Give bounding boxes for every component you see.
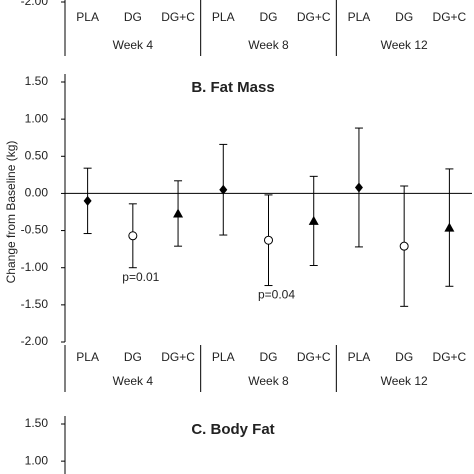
marker: [308, 215, 319, 225]
group-label: Week 8: [248, 374, 289, 388]
marker: [83, 195, 92, 206]
group-label: Week 8: [248, 38, 289, 52]
x-tick-label: DG+C: [161, 350, 195, 364]
x-tick-label: DG: [260, 350, 278, 364]
x-tick-label: PLA: [76, 350, 99, 364]
y-tick-label: 0.50: [25, 148, 49, 162]
x-tick-label: PLA: [76, 10, 99, 24]
x-tick-label: DG+C: [297, 10, 331, 24]
y-tick-label: 1.50: [25, 416, 49, 430]
annotation: p=0.01: [122, 270, 159, 284]
group-label: Week 4: [113, 374, 154, 388]
y-tick-label: -0.50: [21, 223, 49, 237]
y-tick-label: -1.50: [21, 297, 49, 311]
marker: [399, 241, 409, 251]
group-label: Week 12: [381, 38, 428, 52]
marker: [128, 231, 138, 241]
x-tick-label: PLA: [348, 10, 371, 24]
x-tick-label: DG: [395, 350, 413, 364]
y-axis-label: Change from Baseline (kg): [4, 141, 18, 284]
y-tick-label: -2.00: [21, 334, 49, 348]
x-tick-label: DG+C: [161, 10, 195, 24]
x-tick-label: DG: [395, 10, 413, 24]
y-tick-label: 1.00: [25, 453, 49, 467]
group-label: Week 4: [113, 38, 154, 52]
x-tick-label: DG+C: [433, 10, 467, 24]
chart-title: C. Body Fat: [191, 421, 274, 438]
x-tick-label: PLA: [348, 350, 371, 364]
y-tick-label: 1.50: [25, 74, 49, 88]
group-label: Week 12: [381, 374, 428, 388]
x-tick-label: DG+C: [297, 350, 331, 364]
x-tick-label: DG: [124, 10, 142, 24]
x-tick-label: PLA: [212, 350, 235, 364]
y-tick-label: -2.00: [21, 0, 49, 8]
marker: [444, 222, 455, 232]
marker: [219, 184, 228, 195]
x-tick-label: PLA: [212, 10, 235, 24]
y-tick-label: -1.00: [21, 260, 49, 274]
marker: [264, 235, 273, 245]
annotation: p=0.04: [258, 288, 295, 302]
y-tick-label: 1.00: [25, 111, 49, 125]
marker: [173, 208, 184, 218]
marker: [354, 182, 363, 193]
y-tick-label: 0.00: [25, 186, 49, 200]
x-tick-label: DG: [260, 10, 278, 24]
chart-title: B. Fat Mass: [191, 79, 274, 96]
x-tick-label: DG: [124, 350, 142, 364]
x-tick-label: DG+C: [433, 350, 467, 364]
